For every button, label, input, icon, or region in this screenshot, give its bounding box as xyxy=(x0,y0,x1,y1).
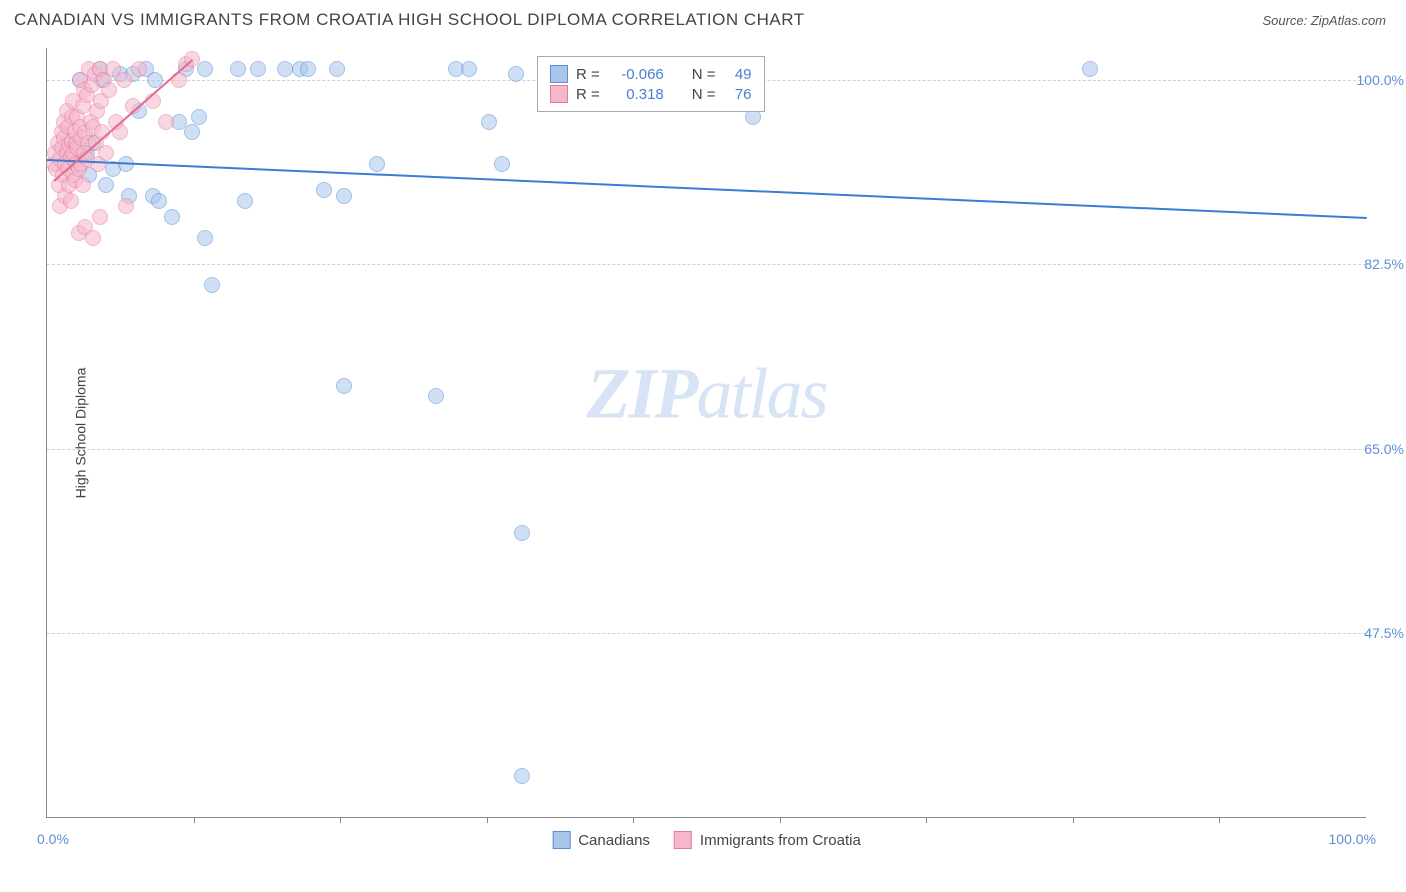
data-point xyxy=(481,114,497,130)
data-point xyxy=(98,145,114,161)
data-point xyxy=(184,124,200,140)
legend-row: R = 0.318 N = 76 xyxy=(550,85,752,103)
data-point xyxy=(164,209,180,225)
data-point xyxy=(461,61,477,77)
legend-n-value: 76 xyxy=(724,86,752,103)
legend-label: Canadians xyxy=(578,832,650,849)
source-credit: Source: ZipAtlas.com xyxy=(1262,13,1386,28)
legend-swatch xyxy=(552,831,570,849)
x-tick xyxy=(1219,817,1220,823)
data-point xyxy=(336,378,352,394)
legend-r-label: R = xyxy=(576,66,600,83)
bottom-legend: Canadians Immigrants from Croatia xyxy=(552,831,861,849)
data-point xyxy=(300,61,316,77)
data-point xyxy=(151,193,167,209)
x-tick xyxy=(194,817,195,823)
data-point xyxy=(85,230,101,246)
data-point xyxy=(98,177,114,193)
data-point xyxy=(101,82,117,98)
data-point xyxy=(277,61,293,77)
data-point xyxy=(158,114,174,130)
data-point xyxy=(116,72,132,88)
data-point xyxy=(494,156,510,172)
y-axis-title: High School Diploma xyxy=(72,367,88,498)
data-point xyxy=(204,277,220,293)
data-point xyxy=(514,768,530,784)
y-tick-label: 82.5% xyxy=(1324,256,1404,272)
chart-title: CANADIAN VS IMMIGRANTS FROM CROATIA HIGH… xyxy=(14,10,805,30)
x-tick xyxy=(1073,817,1074,823)
legend-swatch xyxy=(674,831,692,849)
legend-item: Immigrants from Croatia xyxy=(674,831,861,849)
legend-swatch xyxy=(550,85,568,103)
x-tick xyxy=(340,817,341,823)
x-axis-label-min: 0.0% xyxy=(37,831,69,847)
legend-r-value: -0.066 xyxy=(608,66,664,83)
data-point xyxy=(508,66,524,82)
data-point xyxy=(191,109,207,125)
legend-n-label: N = xyxy=(692,86,716,103)
x-axis-label-max: 100.0% xyxy=(1329,831,1376,847)
data-point xyxy=(230,61,246,77)
data-point xyxy=(250,61,266,77)
watermark: ZIPatlas xyxy=(586,353,826,436)
y-tick-label: 100.0% xyxy=(1324,72,1404,88)
data-point xyxy=(131,61,147,77)
data-point xyxy=(63,193,79,209)
gridline xyxy=(47,264,1366,265)
legend-r-value: 0.318 xyxy=(608,86,664,103)
legend-n-value: 49 xyxy=(724,66,752,83)
data-point xyxy=(514,525,530,541)
data-point xyxy=(237,193,253,209)
x-tick xyxy=(633,817,634,823)
data-point xyxy=(75,177,91,193)
legend-n-label: N = xyxy=(692,66,716,83)
legend-item: Canadians xyxy=(552,831,650,849)
y-tick-label: 65.0% xyxy=(1324,441,1404,457)
data-point xyxy=(428,388,444,404)
x-tick xyxy=(926,817,927,823)
x-tick xyxy=(780,817,781,823)
legend-label: Immigrants from Croatia xyxy=(700,832,861,849)
data-point xyxy=(316,182,332,198)
stats-legend: R = -0.066 N = 49 R = 0.318 N = 76 xyxy=(537,56,765,112)
plot-area: High School Diploma ZIPatlas 47.5%65.0%8… xyxy=(46,48,1366,818)
data-point xyxy=(369,156,385,172)
x-tick xyxy=(487,817,488,823)
trend-line xyxy=(47,159,1367,219)
data-point xyxy=(336,188,352,204)
legend-r-label: R = xyxy=(576,86,600,103)
data-point xyxy=(329,61,345,77)
data-point xyxy=(197,61,213,77)
legend-swatch xyxy=(550,65,568,83)
data-point xyxy=(197,230,213,246)
y-tick-label: 47.5% xyxy=(1324,625,1404,641)
legend-row: R = -0.066 N = 49 xyxy=(550,65,752,83)
gridline xyxy=(47,633,1366,634)
gridline xyxy=(47,449,1366,450)
data-point xyxy=(1082,61,1098,77)
data-point xyxy=(118,198,134,214)
data-point xyxy=(92,209,108,225)
